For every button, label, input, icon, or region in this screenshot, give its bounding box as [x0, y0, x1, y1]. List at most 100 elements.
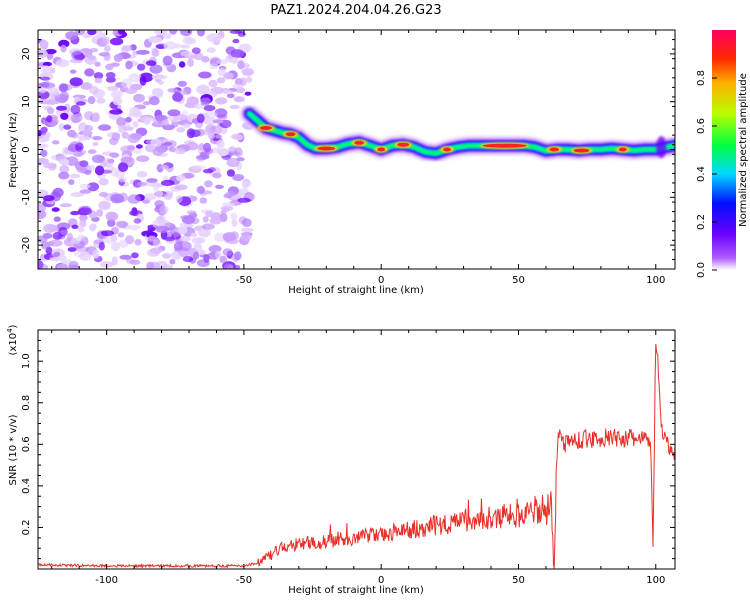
colorbar-ticks: 0.0 0.2 0.4 0.6 0.8 [696, 70, 717, 278]
noise-blob [237, 31, 246, 37]
noise-blob [109, 109, 123, 115]
noise-blob [149, 247, 163, 254]
noise-blob [58, 171, 70, 180]
noise-blob [226, 93, 235, 99]
noise-blob [196, 113, 205, 124]
noise-blob [148, 36, 162, 43]
noise-blob [112, 96, 123, 106]
noise-blob [219, 212, 228, 223]
noise-blob [110, 193, 125, 204]
noise-blob [121, 131, 130, 139]
noise-blob [102, 235, 116, 244]
noise-blob [216, 139, 225, 149]
noise-blob [149, 64, 163, 74]
x-tick-label: 100 [646, 575, 665, 586]
noise-blob [55, 59, 70, 67]
noise-blob [198, 249, 206, 256]
x-tick-label: 0 [378, 575, 384, 586]
y-tick-label: 0 [21, 146, 32, 152]
ridge-peak [285, 132, 296, 137]
noise-blob [133, 93, 145, 103]
noise-blob [230, 49, 245, 58]
noise-region [38, 30, 256, 269]
noise-blob [132, 148, 143, 154]
noise-blob [106, 219, 116, 227]
noise-blob [202, 216, 209, 223]
noise-blob [198, 228, 211, 238]
noise-blob [38, 98, 49, 105]
noise-blob [46, 107, 55, 115]
noise-blob [105, 72, 116, 79]
noise-blob [136, 181, 148, 187]
noise-blob [135, 144, 143, 149]
ridge-peak [377, 147, 386, 152]
noise-blob [150, 138, 163, 147]
noise-blob [209, 217, 222, 225]
noise-blob [58, 83, 69, 93]
noise-blob [111, 256, 118, 266]
noise-blob [162, 55, 173, 66]
noise-blob [208, 245, 222, 253]
noise-blob [117, 162, 129, 173]
noise-blob [177, 80, 187, 87]
bottom-y-ticks: 0.2 0.4 0.6 0.8 1.0 [21, 339, 675, 560]
noise-blob [237, 197, 251, 203]
noise-blob [45, 48, 57, 55]
x-tick-label: -100 [95, 575, 118, 586]
noise-blob [226, 151, 240, 156]
noise-blob [58, 123, 65, 131]
noise-blob [117, 232, 125, 238]
noise-blob [182, 256, 194, 263]
noise-blob [206, 47, 217, 53]
noise-blob [91, 154, 105, 164]
noise-blob [102, 158, 114, 168]
noise-blob [169, 30, 178, 35]
ridge-band [247, 111, 675, 156]
noise-blob [203, 117, 217, 125]
top-x-axis-label: Height of straight line (km) [288, 285, 424, 296]
noise-blob [79, 189, 92, 194]
noise-blob [67, 247, 77, 252]
noise-blob [89, 223, 96, 232]
noise-blob [70, 210, 80, 216]
noise-blob [159, 205, 169, 215]
noise-blob [89, 86, 99, 95]
noise-blob [232, 174, 245, 181]
noise-blob [148, 96, 160, 106]
snr-panel: -100 -50 0 50 100 0.2 0.4 0.6 0.8 1.0 Height of … [6, 324, 676, 596]
noise-blob [75, 142, 84, 152]
bottom-y-axis-label: SNR (10 * v/v) [8, 414, 19, 485]
noise-blob [51, 140, 60, 145]
noise-blob [70, 113, 83, 123]
noise-blob [160, 179, 175, 186]
noise-blob [202, 168, 214, 174]
noise-blob [190, 232, 198, 238]
noise-blob [125, 116, 132, 123]
noise-blob [87, 182, 100, 192]
noise-blob [192, 251, 200, 260]
noise-blob [208, 79, 218, 88]
noise-blob [203, 105, 216, 112]
noise-blob [109, 37, 124, 46]
noise-blob [180, 44, 190, 49]
noise-blob [214, 108, 228, 118]
noise-blob [152, 147, 164, 157]
noise-blob [172, 92, 184, 102]
colorbar-tick-label: 0.4 [696, 166, 707, 182]
noise-blob [84, 54, 97, 65]
ridge-peak [482, 143, 527, 148]
noise-blob [226, 157, 240, 168]
noise-blob [198, 71, 212, 79]
noise-blob [110, 62, 120, 67]
y-tick-label: 1.0 [21, 353, 32, 369]
noise-blob [38, 143, 49, 149]
colorbar-tick-label: 0.2 [696, 214, 707, 230]
noise-blob [85, 164, 96, 171]
noise-blob [76, 101, 86, 106]
noise-blob [117, 30, 125, 35]
noise-blob [42, 195, 55, 202]
noise-blob [60, 255, 67, 265]
noise-blob [146, 261, 155, 269]
noise-blob [163, 41, 177, 50]
y-tick-label: 10 [21, 95, 32, 108]
